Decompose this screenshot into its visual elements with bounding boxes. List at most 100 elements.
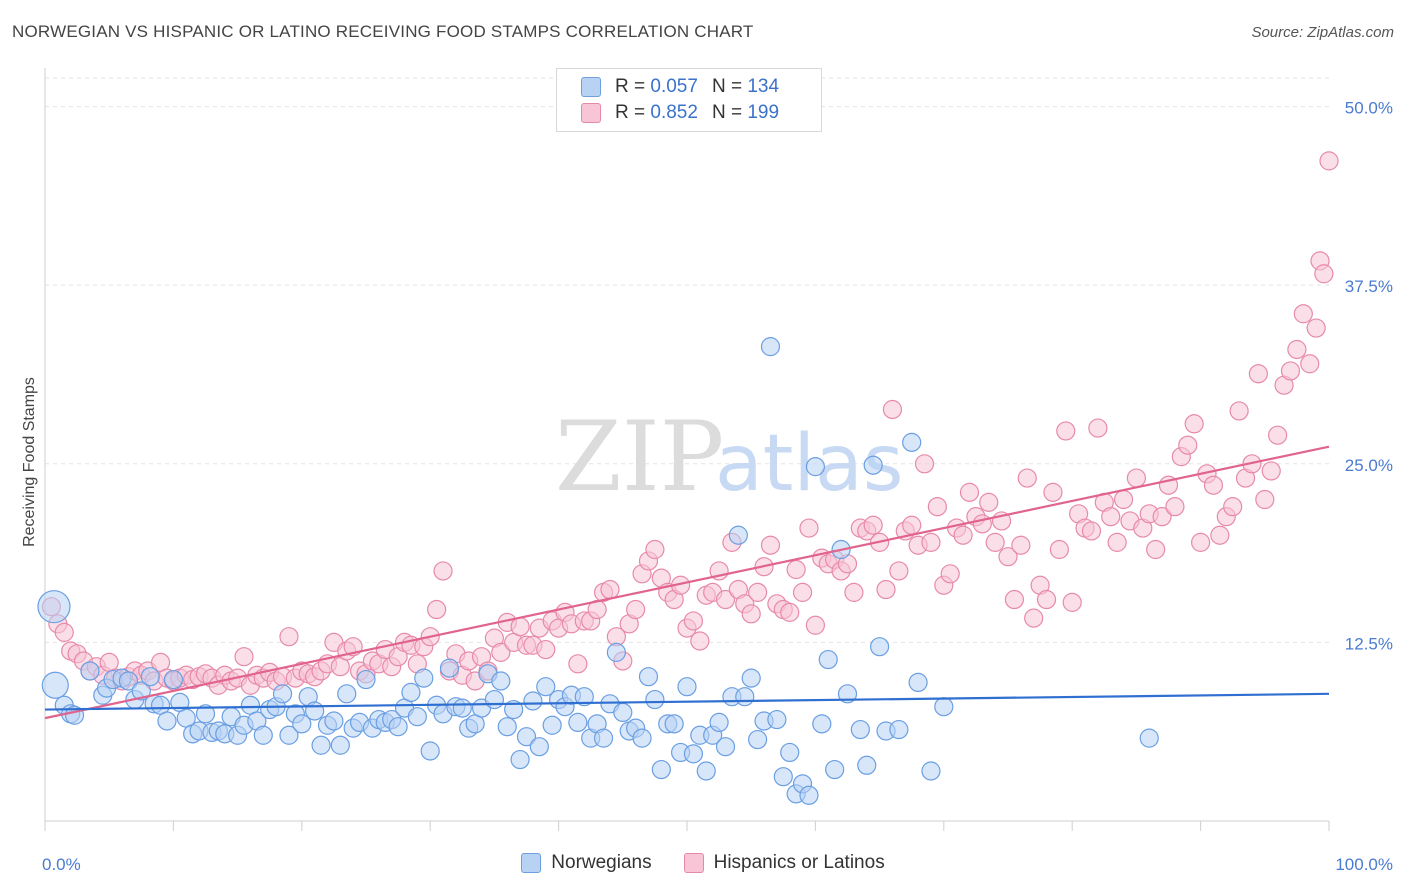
hispanic-point xyxy=(491,642,511,662)
norwegian-point xyxy=(516,727,537,747)
hispanic-point xyxy=(1101,507,1121,527)
hispanic-point xyxy=(1062,592,1082,612)
pink-swatch xyxy=(683,853,704,873)
hispanic-point xyxy=(953,525,973,545)
hispanic-point xyxy=(1184,414,1204,434)
norwegian-point xyxy=(439,658,460,678)
norwegian-point xyxy=(401,682,421,703)
hispanic-point xyxy=(1261,461,1281,481)
hispanic-point xyxy=(792,582,813,602)
norwegian-point xyxy=(279,725,299,745)
hispanic-point xyxy=(741,604,761,624)
norwegian-points xyxy=(37,337,1159,805)
hispanic-point xyxy=(433,561,453,581)
norwegian-point xyxy=(420,741,440,761)
hispanic-point xyxy=(1126,468,1147,488)
hispanic-point xyxy=(1113,489,1134,510)
hispanic-point xyxy=(1280,361,1301,381)
norwegian-point xyxy=(510,749,530,770)
norwegian-point xyxy=(696,761,716,781)
norwegian-point xyxy=(741,668,761,688)
hispanic-point xyxy=(1036,589,1057,610)
norwegian-point xyxy=(542,715,562,735)
hispanic-point xyxy=(786,559,806,580)
norwegian-point xyxy=(574,687,594,707)
hispanic-point xyxy=(626,599,646,620)
norwegian-point xyxy=(921,761,941,781)
hispanic-point xyxy=(536,639,556,660)
norwegian-point xyxy=(767,709,787,730)
tick-labels: 12.5% 25.0% 37.5% 50.0% 0.0% 100.0% xyxy=(42,99,1393,874)
hispanic-point xyxy=(568,654,588,674)
hispanic-point xyxy=(1165,497,1185,517)
norwegian-point xyxy=(163,669,183,690)
n-label: N = xyxy=(711,76,743,97)
y-axis-title: Receiving Food Stamps xyxy=(21,377,38,547)
norwegian-point xyxy=(799,785,819,805)
norwegian-point xyxy=(324,711,344,731)
norwegian-point xyxy=(536,677,556,697)
hispanic-point xyxy=(902,515,922,535)
hispanic-point xyxy=(979,492,999,512)
norwegian-point xyxy=(131,681,151,701)
norwegian-point xyxy=(292,714,312,734)
hispanic-point xyxy=(959,482,980,502)
norwegian-point xyxy=(760,337,781,357)
hispanic-point xyxy=(1088,418,1108,438)
legend-label-norwegians: Norwegians xyxy=(551,852,652,873)
hispanic-point xyxy=(600,579,620,600)
hispanic-point xyxy=(998,547,1018,567)
norwegian-point xyxy=(709,712,729,733)
norwegian-point xyxy=(857,755,877,775)
hispanic-point xyxy=(780,602,800,622)
blue-swatch xyxy=(581,77,601,97)
norwegian-point xyxy=(773,767,793,787)
y-tick-label: 50.0% xyxy=(1345,99,1393,118)
hispanic-point xyxy=(1017,468,1037,488)
norwegian-point xyxy=(677,677,697,697)
hispanic-point xyxy=(921,532,941,552)
norwegian-point xyxy=(330,735,350,755)
hispanic-point xyxy=(760,535,781,555)
hispanic-point xyxy=(510,617,530,637)
y-tick-label: 25.0% xyxy=(1345,456,1393,475)
norwegian-point xyxy=(414,668,434,688)
norwegian-point xyxy=(593,728,614,748)
norwegian-point xyxy=(818,649,838,670)
hispanic-point xyxy=(940,564,960,584)
hispanic-point xyxy=(1248,364,1268,384)
norwegian-point xyxy=(812,714,832,734)
hispanic-point xyxy=(54,622,74,642)
hispanic-point xyxy=(1314,264,1334,284)
norwegian-point xyxy=(748,729,768,750)
norwegian-point xyxy=(484,689,504,710)
norwegian-point xyxy=(529,737,549,757)
grid-lines xyxy=(45,77,1329,643)
series-legend: Norwegians Hispanics or Latinos xyxy=(0,852,1406,874)
norwegian-point xyxy=(388,717,408,737)
source-label: Source: ZipAtlas.com xyxy=(1251,24,1394,41)
norwegian-point xyxy=(837,684,858,704)
hispanic-point xyxy=(1056,421,1076,441)
hispanic-point xyxy=(1178,435,1198,455)
hispanic-point xyxy=(889,561,909,581)
norwegian-point xyxy=(902,432,922,452)
hispanic-point xyxy=(715,589,736,610)
hispanic-point xyxy=(1210,525,1230,545)
norwegian-point xyxy=(140,667,160,687)
norwegian-point xyxy=(523,691,543,711)
hispanic-point xyxy=(1319,151,1339,171)
y-tick-label: 12.5% xyxy=(1345,634,1393,653)
norwegian-point xyxy=(272,684,293,704)
watermark-zip: ZIP xyxy=(555,401,724,513)
r-value: 0.852 xyxy=(650,102,698,123)
hispanic-point xyxy=(1004,589,1025,610)
hispanic-point xyxy=(748,582,768,602)
hispanic-point xyxy=(805,615,826,635)
norwegian-point xyxy=(118,671,139,691)
stats-legend: R = 0.057 N = 134 R = 0.852 N = 199 xyxy=(556,68,822,132)
r-label: R = xyxy=(615,102,646,123)
hispanic-point xyxy=(1293,304,1313,324)
norwegian-point xyxy=(825,759,845,780)
hispanic-point xyxy=(914,454,935,474)
